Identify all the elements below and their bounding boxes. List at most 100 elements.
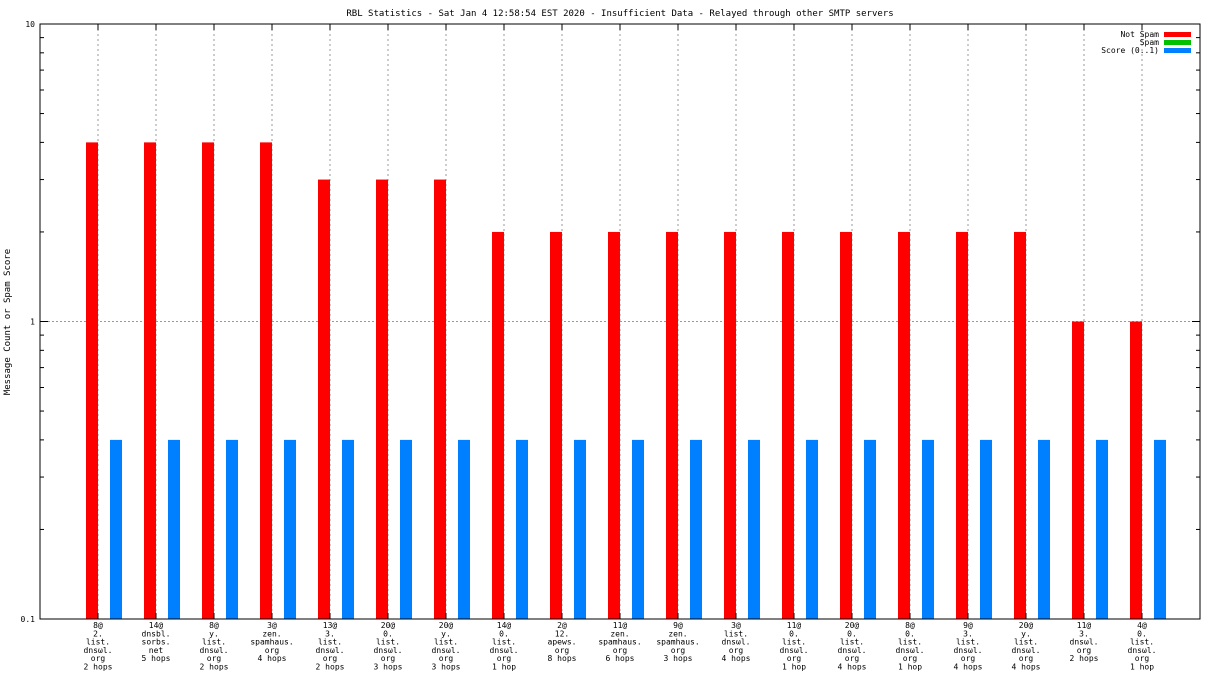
x-tick-label-line: list. [376, 638, 400, 647]
x-tick-label-line: org [1077, 646, 1092, 655]
x-tick-label-line: spamhaus. [656, 638, 699, 647]
bar-score-0-1 [864, 439, 876, 619]
x-tick-label-line: dnsωl. [432, 646, 461, 655]
bars [86, 142, 1166, 619]
x-tick-label-line: list. [202, 638, 226, 647]
x-tick-label-line: dnsωl. [374, 646, 403, 655]
x-tick-label-line: 8@ [209, 621, 219, 630]
x-tick-label-line: list. [724, 629, 748, 638]
x-tick-label-line: org [91, 654, 106, 663]
x-tick-label-line: 9@ [673, 621, 683, 630]
x-tick-label-line: org [381, 654, 396, 663]
bar-not-spam [1130, 321, 1142, 619]
x-tick-label-line: org [439, 654, 454, 663]
x-tick-label-line: 5 hops [142, 654, 171, 663]
x-tick-label: 9@ zen. spamhaus. org 3 hops [656, 621, 699, 663]
x-tick-label-line: 2. [93, 629, 103, 638]
legend-label: Spam [1140, 38, 1159, 47]
x-tick-label-line: org [207, 654, 222, 663]
chart-title: RBL Statistics - Sat Jan 4 12:58:54 EST … [346, 9, 893, 19]
bar-not-spam [144, 142, 156, 619]
x-tick-label-line: org [265, 646, 280, 655]
x-tick-label-line: org [323, 654, 338, 663]
bar-not-spam [666, 231, 678, 619]
x-tick-label: 20@ y. list. dnsωl. org 4 hops [1012, 621, 1041, 672]
x-tick-label-line: 3. [963, 629, 973, 638]
x-tick-label-line: list. [1130, 638, 1154, 647]
bar-not-spam [202, 142, 214, 619]
x-tick-label-line: apews. [548, 638, 577, 647]
bar-not-spam [550, 231, 562, 619]
x-tick-label-line: dnsωl. [84, 646, 113, 655]
bar-not-spam [956, 231, 968, 619]
bar-score-0-1 [226, 439, 238, 619]
x-tick-label-line: 8@ [905, 621, 915, 630]
x-tick-label-line: 4@ [1137, 621, 1147, 630]
x-tick-label-line: list. [318, 638, 342, 647]
bar-not-spam [898, 231, 910, 619]
x-tick-label-line: 20@ [845, 621, 860, 630]
x-tick-label-line: 4 hops [258, 654, 287, 663]
x-tick-label-line: 0. [383, 629, 393, 638]
bar-score-0-1 [400, 439, 412, 619]
x-tick-label-line: list. [782, 638, 806, 647]
legend-swatch [1164, 32, 1191, 37]
x-tick-label: 14@ dnsbl. sorbs. net 5 hops [142, 621, 171, 663]
y-tick-label: 10 [25, 20, 35, 29]
x-tick-label-line: 8 hops [548, 654, 577, 663]
x-tick-label-line: org [671, 646, 686, 655]
bar-not-spam [724, 231, 736, 619]
x-tick-label-line: 20@ [439, 621, 454, 630]
x-tick-label: 11@ zen. spamhaus. org 6 hops [598, 621, 641, 663]
x-tick-label-line: org [903, 654, 918, 663]
x-tick-label-line: list. [492, 638, 516, 647]
x-tick-label-line: list. [1014, 638, 1038, 647]
bar-not-spam [608, 231, 620, 619]
x-tick-label: 3@ zen. spamhaus. org 4 hops [250, 621, 293, 663]
x-tick-label-line: org [961, 654, 976, 663]
x-tick-label: 20@ 0. list. dnsωl. org 4 hops [838, 621, 867, 672]
x-tick-label-line: 3 hops [432, 663, 461, 672]
axis-ticks: 10 1 0.1 [21, 20, 1200, 624]
x-tick-label-line: zen. [262, 629, 281, 638]
x-tick-label-line: dnsωl. [1128, 646, 1157, 655]
x-tick-label-line: 2 hops [84, 663, 113, 672]
x-tick-label-line: 11@ [613, 621, 628, 630]
x-tick-label-line: dnsωl. [1012, 646, 1041, 655]
x-tick-label-line: zen. [610, 629, 629, 638]
x-tick-label-line: 4 hops [1012, 663, 1041, 672]
y-tick-label: 0.1 [21, 615, 36, 624]
x-tick-label-line: 11@ [787, 621, 802, 630]
bar-score-0-1 [1038, 439, 1050, 619]
legend-swatch [1164, 40, 1191, 45]
x-tick-label-line: org [729, 646, 744, 655]
x-tick-label-line: 3@ [267, 621, 277, 630]
bar-score-0-1 [980, 439, 992, 619]
x-tick-label-line: 12. [555, 629, 569, 638]
x-tick-label: 13@ 3. list. dnsωl. org 2 hops [316, 621, 345, 672]
x-tick-label-line: list. [840, 638, 864, 647]
legend-swatch [1164, 48, 1191, 53]
x-tick-label-line: y. [1021, 629, 1031, 638]
x-tick-label-line: 4 hops [722, 654, 751, 663]
legend-label: Not Spam [1120, 30, 1159, 39]
bar-not-spam [434, 179, 446, 619]
x-tick-label: 8@ 0. list. dnsωl. org 1 hop [896, 621, 925, 672]
x-tick-label-line: 11@ [1077, 621, 1092, 630]
x-tick-label-line: 0. [847, 629, 857, 638]
bar-score-0-1 [1154, 439, 1166, 619]
x-tick-label-line: spamhaus. [250, 638, 293, 647]
x-tick-label-line: org [497, 654, 512, 663]
x-tick-label-line: net [149, 646, 164, 655]
x-tick-label-line: 20@ [1019, 621, 1034, 630]
x-tick-label-line: org [555, 646, 570, 655]
x-tick-label-line: 9@ [963, 621, 973, 630]
x-tick-label-line: 0. [499, 629, 509, 638]
x-tick-label-line: 2 hops [200, 663, 229, 672]
x-tick-label-line: dnsωl. [896, 646, 925, 655]
x-tick-label-line: y. [209, 629, 219, 638]
x-tick-label-line: 1 hop [898, 663, 922, 672]
bar-not-spam [782, 231, 794, 619]
